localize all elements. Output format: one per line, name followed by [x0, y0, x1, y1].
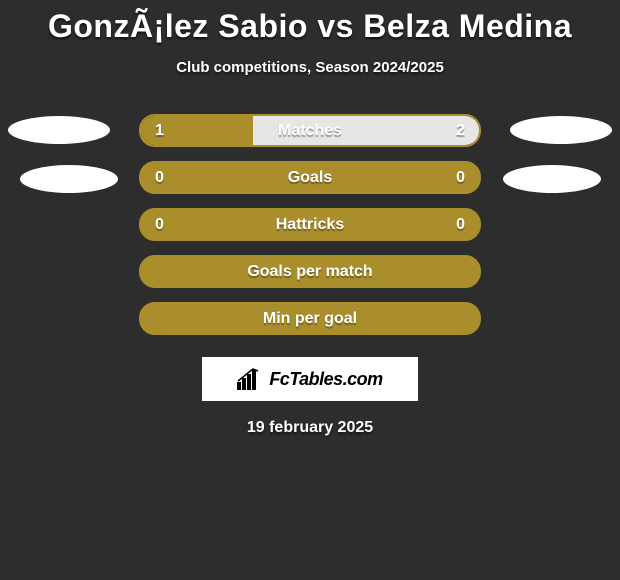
stat-row: 12Matches	[0, 114, 620, 147]
stat-bar: Min per goal	[139, 302, 481, 335]
stat-bar: Goals per match	[139, 255, 481, 288]
stat-right-value: 2	[456, 116, 465, 145]
stat-row: Goals per match	[0, 255, 620, 288]
player-ellipse-right	[510, 116, 612, 144]
player-ellipse-right	[503, 165, 601, 193]
stat-bar: 0 0Goals	[139, 161, 481, 194]
stat-label: Hattricks	[141, 210, 479, 239]
player-ellipse-left	[8, 116, 110, 144]
brand-text: FcTables.com	[269, 369, 382, 390]
stat-row: Min per goal	[0, 302, 620, 335]
stat-label: Goals per match	[141, 257, 479, 286]
stat-rows: 12Matches00Goals00HattricksGoals per mat…	[0, 114, 620, 335]
comparison-title: GonzÃ¡lez Sabio vs Belza Medina	[0, 0, 620, 45]
stat-bar-right-segment	[253, 116, 479, 145]
stat-left-value: 0	[155, 210, 164, 239]
stat-right-value: 0	[456, 163, 465, 192]
brand-chart-icon	[237, 368, 263, 390]
stat-bar: 0 0Hattricks	[139, 208, 481, 241]
stat-bar: 12Matches	[139, 114, 481, 147]
stat-row: 0 0Hattricks	[0, 208, 620, 241]
stat-label: Goals	[141, 163, 479, 192]
stat-left-value: 1	[155, 116, 164, 145]
comparison-subtitle: Club competitions, Season 2024/2025	[0, 59, 620, 76]
stat-right-value: 0	[456, 210, 465, 239]
comparison-date: 19 february 2025	[0, 419, 620, 437]
stat-label: Min per goal	[141, 304, 479, 333]
brand-box[interactable]: FcTables.com	[202, 357, 418, 401]
player-ellipse-left	[20, 165, 118, 193]
stat-left-value: 0	[155, 163, 164, 192]
stat-row: 0 0Goals	[0, 161, 620, 194]
